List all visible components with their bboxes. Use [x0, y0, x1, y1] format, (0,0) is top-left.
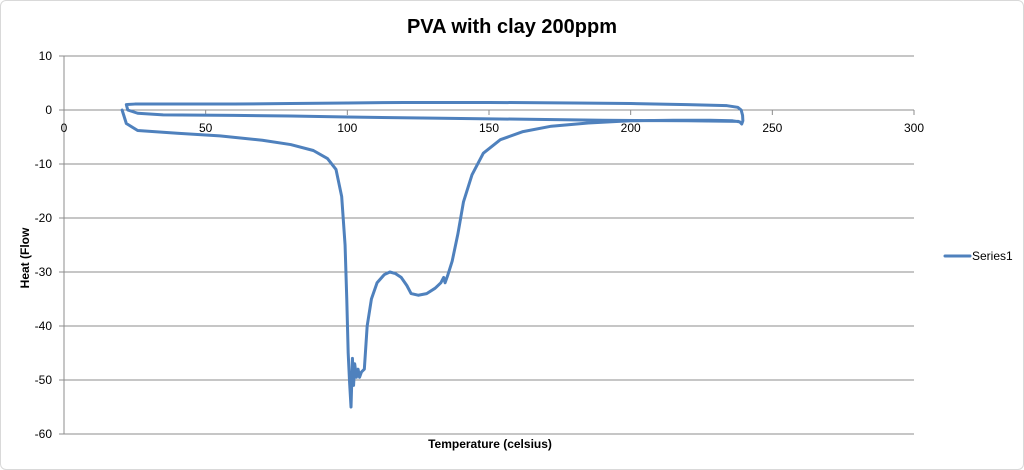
x-tick-label: 200: [621, 121, 641, 135]
y-tick-label: 0: [45, 103, 52, 117]
series-line-series1: [120, 100, 745, 409]
y-ticks: 10 0 -10 -20 -30 -40 -50 -60: [35, 49, 64, 441]
legend-label-series1: Series1: [972, 249, 1013, 263]
x-axis-label: Temperature (celsius): [428, 437, 552, 451]
y-tick-label: -60: [35, 427, 53, 441]
x-ticks: 0 50 100 150 200 250 300: [61, 110, 924, 135]
y-tick-label: -40: [35, 319, 53, 333]
x-tick-label: 150: [479, 121, 499, 135]
x-tick-label: 50: [199, 121, 213, 135]
y-tick-label: -50: [35, 373, 53, 387]
series-layer: [120, 100, 745, 409]
y-tick-label: 10: [39, 49, 53, 63]
x-tick-label: 0: [61, 121, 68, 135]
y-tick-label: -30: [35, 265, 53, 279]
y-tick-label: -10: [35, 157, 53, 171]
chart-title: PVA with clay 200ppm: [407, 16, 617, 38]
y-axis-label: Heat (Flow: [18, 227, 32, 288]
y-tick-label: -20: [35, 211, 53, 225]
legend: Series1: [943, 249, 1013, 263]
x-tick-label: 250: [762, 121, 782, 135]
x-tick-label: 300: [904, 121, 924, 135]
x-tick-label: 100: [337, 121, 357, 135]
